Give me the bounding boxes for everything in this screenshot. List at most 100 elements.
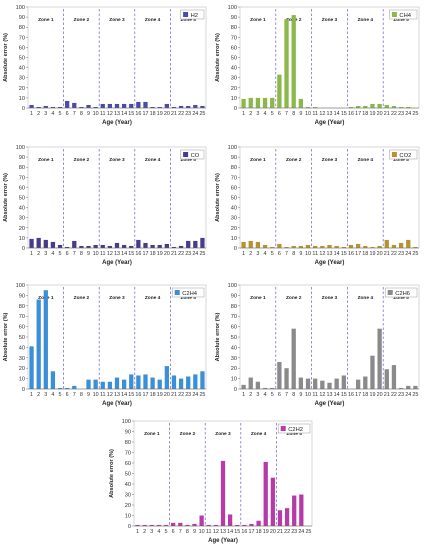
bar [164, 243, 169, 248]
bar [142, 524, 147, 526]
x-tick-label: 16 [135, 111, 141, 117]
y-tick-label: 0 [234, 387, 237, 393]
bar [36, 299, 41, 389]
x-tick-label: 6 [278, 392, 281, 398]
x-tick-label: 17 [142, 392, 148, 398]
y-tick-label: 0 [22, 106, 25, 112]
x-tick-label: 14 [227, 529, 233, 535]
y-tick-label: 90 [19, 293, 25, 299]
x-tick-label: 17 [248, 529, 254, 535]
x-tick-label: 23 [398, 251, 404, 257]
x-tick-label: 23 [185, 111, 191, 117]
y-tick-label: 50 [19, 196, 25, 202]
x-tick-label: 11 [100, 251, 106, 257]
bar [100, 244, 105, 248]
legend-label: C2H4 [182, 291, 198, 297]
bar [299, 494, 304, 526]
y-tick-label: 40 [19, 206, 25, 212]
x-tick-label: 19 [369, 251, 375, 257]
y-tick-label: 10 [19, 236, 25, 242]
bar [305, 244, 311, 248]
x-tick-label: 12 [107, 251, 113, 257]
legend-box [384, 287, 418, 298]
y-axis-title: Absolute error (%) [215, 173, 221, 222]
chart-panel-c2h2: 0 10 20 30 40 50 60 70 80 90 100 Zone 1 Zone 2 Zone 3… [109, 419, 313, 544]
bar [305, 378, 311, 389]
bar [242, 524, 247, 526]
x-tick-label: 25 [199, 392, 205, 398]
bar [262, 244, 268, 248]
x-tick-label: 9 [87, 392, 90, 398]
zone-label: Zone 4 [145, 295, 161, 301]
x-tick-label: 25 [412, 111, 418, 117]
y-tick-label: 90 [19, 15, 25, 21]
x-tick-label: 3 [256, 111, 259, 117]
bar [391, 244, 397, 248]
x-tick-label: 18 [362, 251, 368, 257]
legend-box [389, 9, 418, 20]
bar [248, 377, 253, 389]
x-tick-label: 22 [391, 251, 397, 257]
zone-label: Zone 4 [358, 295, 374, 301]
bar [72, 240, 77, 248]
bar [185, 524, 190, 526]
x-tick-label: 8 [80, 392, 83, 398]
x-tick-label: 4 [51, 111, 54, 117]
bar [398, 387, 404, 389]
zone-label: Zone 2 [286, 157, 302, 163]
bar [193, 240, 198, 248]
bar [57, 244, 63, 248]
x-tick-label: 19 [157, 251, 163, 257]
x-tick-label: 20 [164, 111, 170, 117]
x-tick-label: 6 [66, 251, 69, 257]
x-tick-label: 12 [319, 392, 325, 398]
bar [200, 237, 205, 248]
bar [292, 495, 297, 526]
x-tick-label: 21 [384, 392, 390, 398]
y-tick-label: 100 [228, 283, 237, 289]
bar [370, 246, 375, 248]
x-tick-label: 9 [299, 392, 302, 398]
bar [100, 381, 105, 389]
zone-label: Zone 5 [180, 157, 196, 163]
x-tick-label: 20 [270, 529, 276, 535]
y-tick-label: 50 [231, 196, 237, 202]
y-tick-label: 80 [231, 25, 237, 31]
x-tick-label: 8 [80, 251, 83, 257]
bar [355, 379, 361, 389]
x-tick-label: 6 [278, 251, 281, 257]
bar [384, 369, 389, 389]
bar [29, 238, 34, 248]
bar [298, 98, 304, 108]
bar [135, 524, 140, 526]
zone-label: Zone 4 [145, 157, 161, 163]
x-tick-label: 3 [150, 529, 153, 535]
x-tick-label: 20 [377, 111, 383, 117]
bar [57, 387, 63, 389]
x-tick-label: 12 [319, 111, 325, 117]
x-tick-label: 6 [278, 111, 281, 117]
y-tick-label: 40 [125, 482, 131, 488]
x-tick-label: 20 [377, 392, 383, 398]
x-tick-label: 4 [51, 251, 54, 257]
x-tick-label: 21 [171, 251, 177, 257]
zone-label: Zone 3 [109, 295, 125, 301]
x-tick-label: 18 [150, 251, 156, 257]
bar [341, 246, 346, 248]
zone-label: Zone 5 [180, 17, 196, 23]
x-tick-label: 18 [362, 392, 368, 398]
bar [327, 382, 332, 389]
y-tick-label: 90 [125, 430, 131, 436]
y-tick-label: 60 [19, 185, 25, 191]
bar [406, 106, 411, 108]
y-axis-title: Absolute error (%) [215, 312, 221, 361]
y-tick-label: 40 [19, 345, 25, 351]
x-tick-label: 3 [44, 251, 47, 257]
bar [136, 375, 141, 389]
y-tick-label: 30 [19, 216, 25, 222]
bar [149, 524, 154, 526]
y-tick-label: 30 [125, 493, 131, 499]
y-axis-title: Absolute error (%) [109, 449, 115, 498]
x-tick-label: 10 [93, 392, 99, 398]
